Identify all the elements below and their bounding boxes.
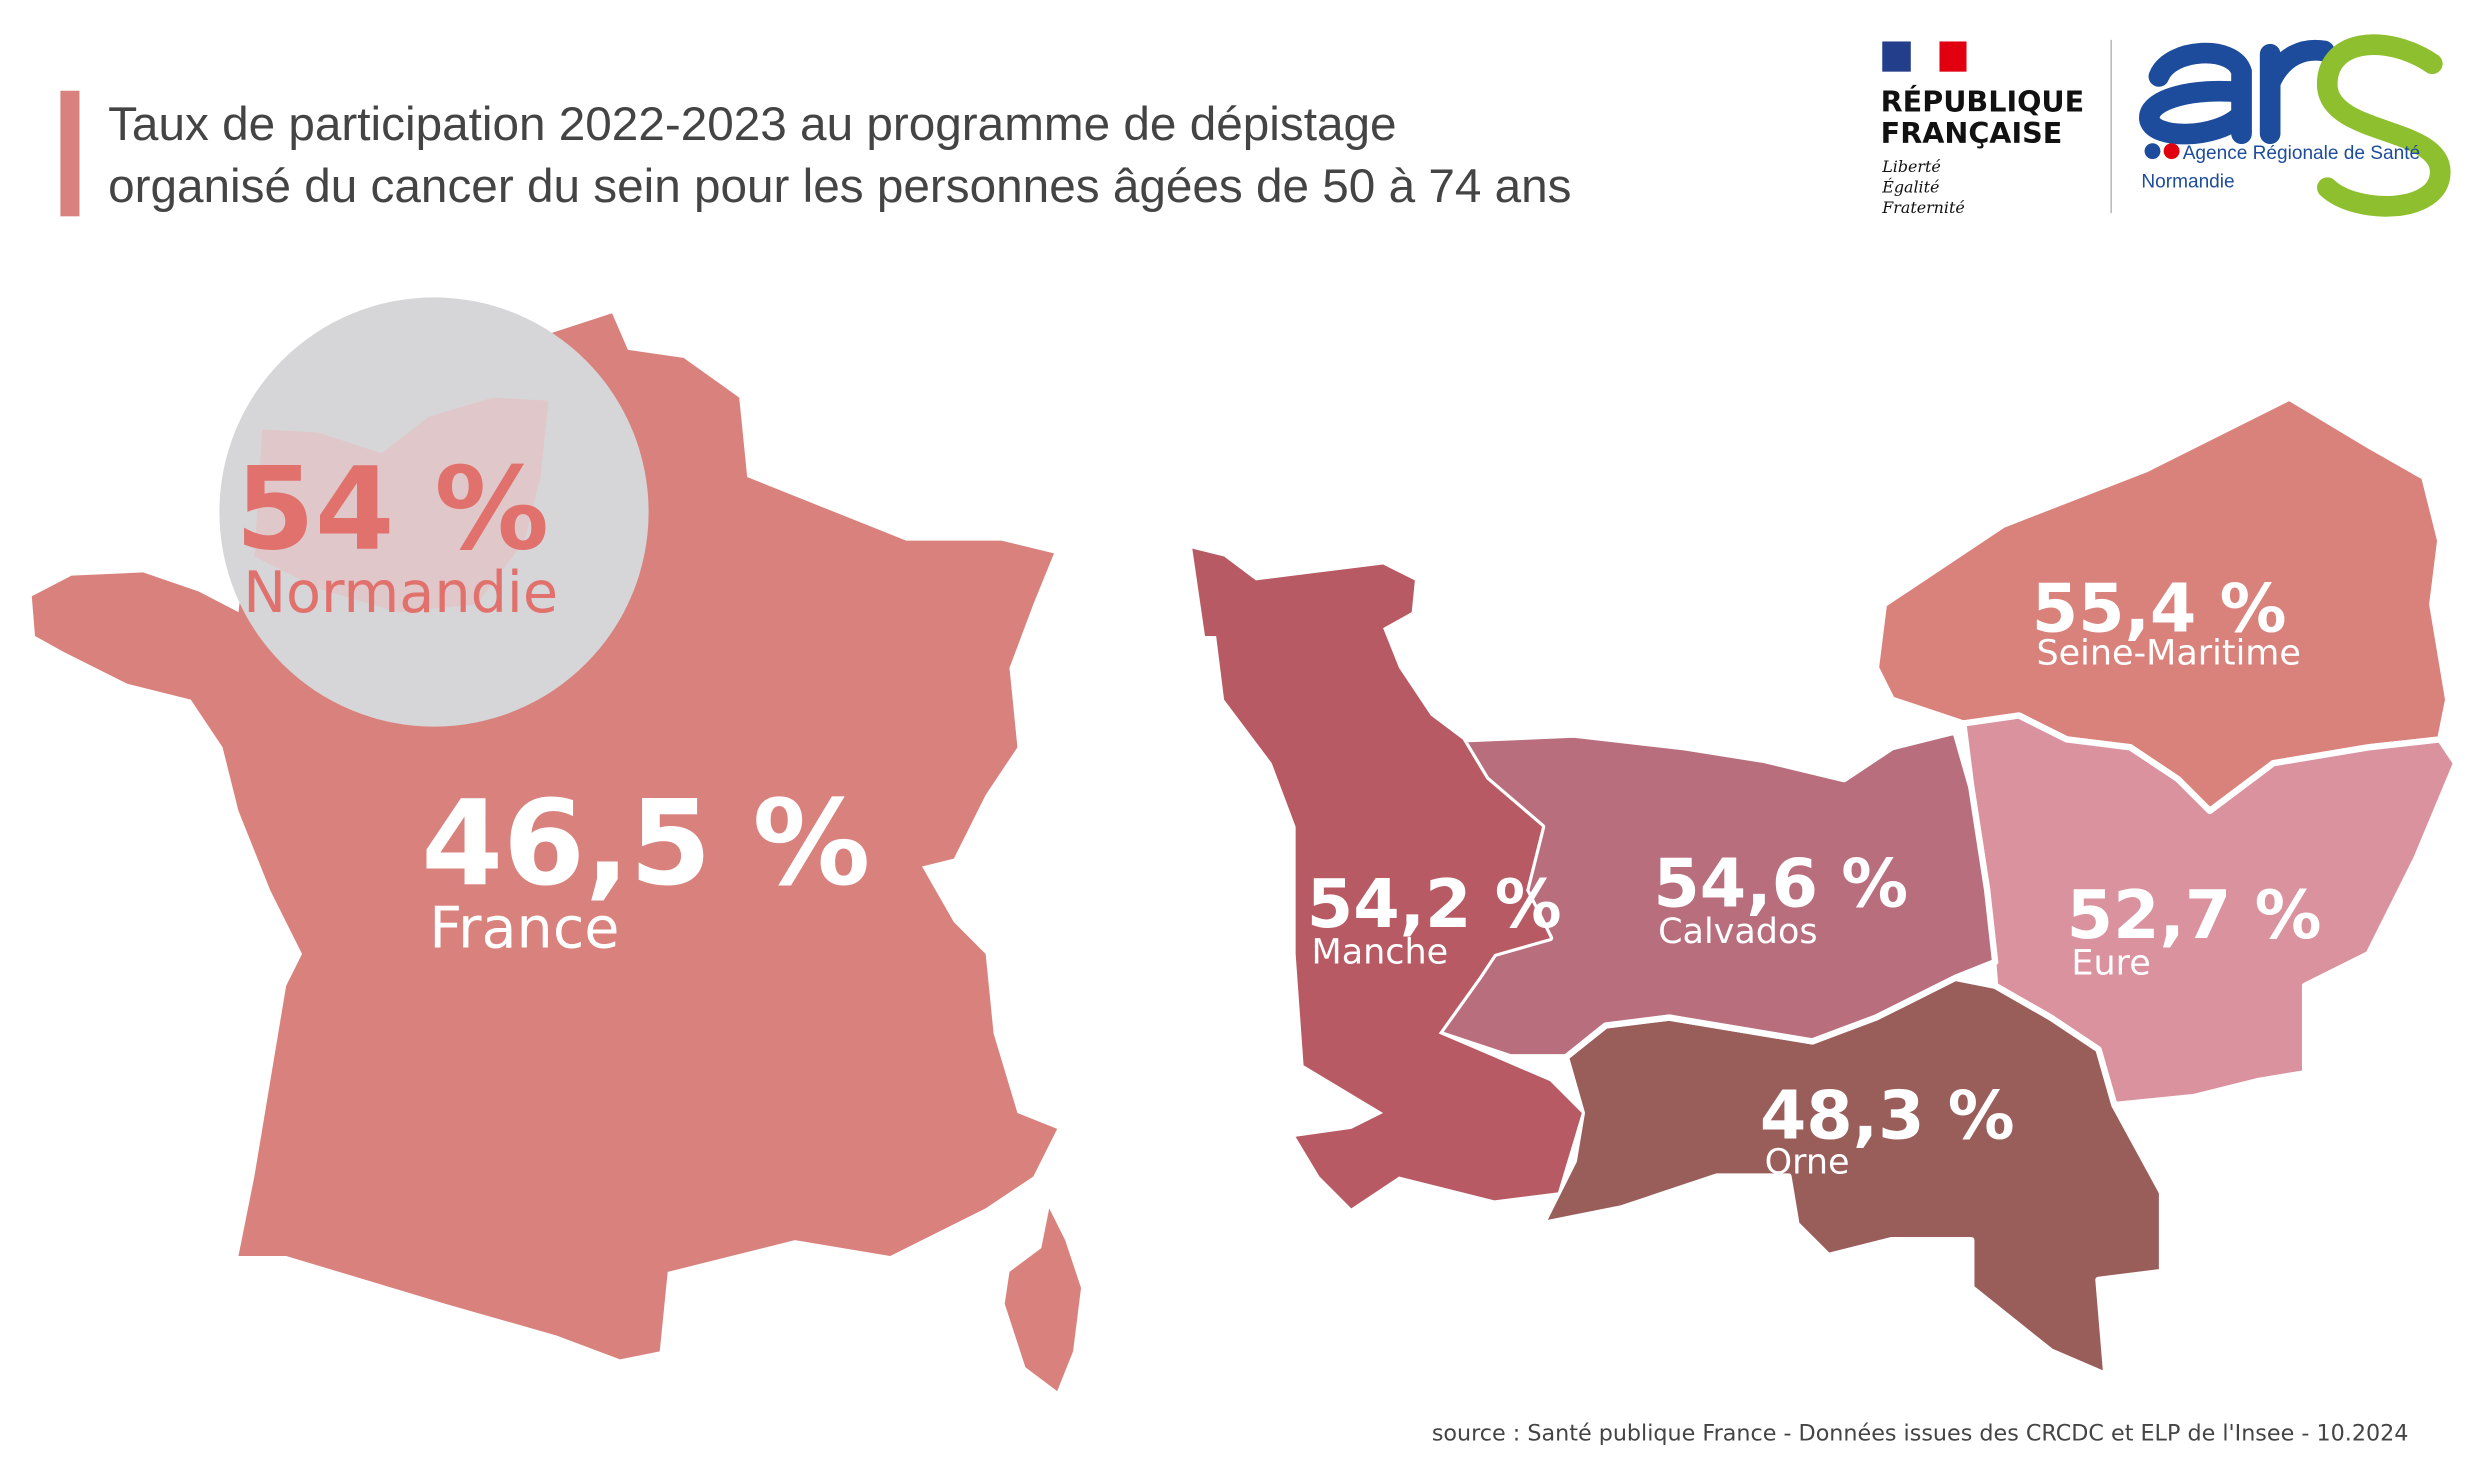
ars-normandie-logo: Agence Régionale de Santé Normandie — [2138, 34, 2451, 217]
rf-motto1: Liberté — [1881, 157, 1941, 176]
normandie-silhouette — [254, 397, 549, 613]
orne-value: 48,3 % — [1760, 1076, 2015, 1154]
rf-motto2: Égalité — [1881, 176, 1939, 196]
seine-maritime-value: 55,4 % — [2032, 569, 2287, 647]
flag-white — [1910, 41, 1940, 72]
eure-label: Eure — [2071, 944, 2150, 984]
flag-blue — [1882, 41, 1911, 72]
france-label: France — [429, 896, 619, 962]
ars-mark — [2138, 34, 2451, 217]
source-note: source : Santé publique France - Données… — [1432, 1420, 2409, 1446]
republique-francaise-logo: RÉPUBLIQUE FRANÇAISE Liberté Égalité Fra… — [1881, 41, 2085, 217]
rf-line2: FRANÇAISE — [1881, 116, 2063, 150]
title-line-1: Taux de participation 2022-2023 au progr… — [108, 98, 1396, 151]
manche-value: 54,2 % — [1307, 865, 1562, 943]
manche-label: Manche — [1312, 933, 1449, 973]
france-value: 46,5 % — [421, 775, 870, 912]
title-line-2: organisé du cancer du sein pour les pers… — [108, 160, 1571, 213]
normandie-map — [1192, 394, 2460, 1379]
title-accent-bar — [60, 90, 80, 217]
department-labels: 54,2 % Manche 54,6 % Calvados 55,4 % Sei… — [1307, 569, 2322, 1182]
seine-maritime-label: Seine-Maritime — [2036, 634, 2300, 674]
normandie-value: 54 % — [235, 443, 549, 576]
ars-region: Normandie — [2141, 172, 2234, 193]
normandie-label: Normandie — [243, 560, 558, 626]
rf-motto3: Fraternité — [1881, 198, 1965, 217]
eure-value: 52,7 % — [2067, 876, 2322, 954]
orne-label: Orne — [1765, 1142, 1850, 1182]
rf-line1: RÉPUBLIQUE — [1881, 84, 2085, 118]
france-map: 54 % Normandie 46,5 % France — [31, 297, 1082, 1392]
corsica — [1004, 1208, 1082, 1392]
calvados-value: 54,6 % — [1653, 844, 1908, 922]
calvados-label: Calvados — [1658, 912, 1818, 952]
flag-red — [1939, 41, 1967, 72]
dept-manche — [1192, 548, 1582, 1209]
ars-name: Agence Régionale de Santé — [2183, 143, 2420, 164]
dept-orne — [1538, 974, 2166, 1379]
